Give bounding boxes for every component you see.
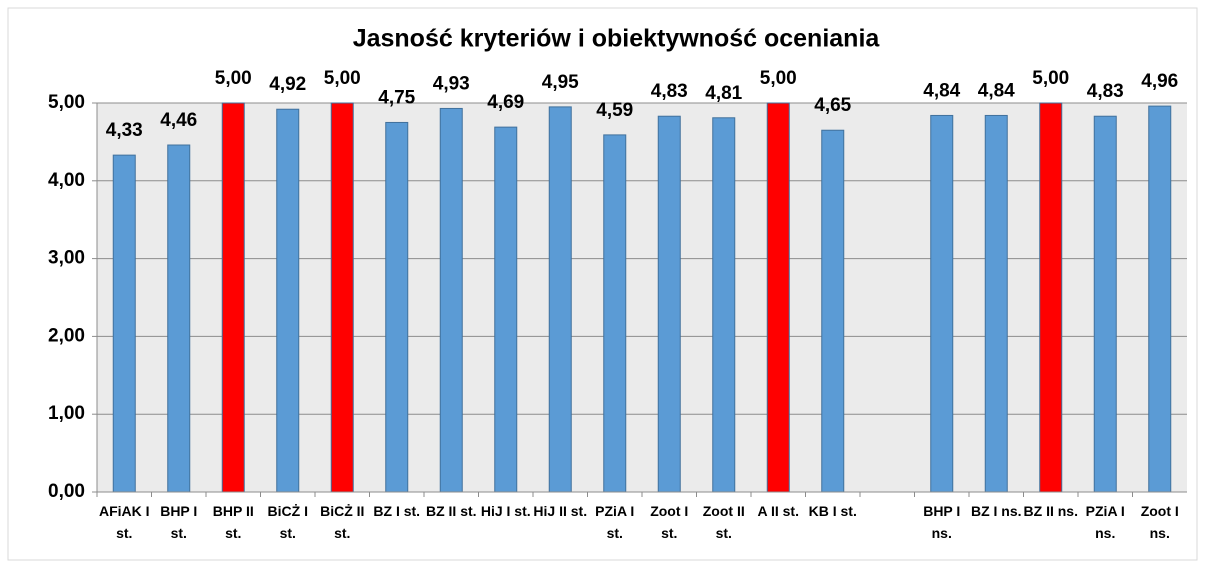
value-label: 4,81 [705,83,742,104]
y-tick-label: 2,00 [48,325,85,346]
value-label: 4,93 [433,73,470,94]
value-label: 5,00 [215,68,252,89]
x-tick-label: BHP I st. [160,503,198,541]
value-label: 4,65 [814,95,851,116]
bar [603,134,627,493]
value-label: 5,00 [760,68,797,89]
value-label: 5,00 [324,68,361,89]
x-tick-label: PZiA I ns. [1085,503,1125,541]
bar [330,102,354,493]
bar [712,117,736,493]
x-tick-label: HiJ I st. [480,503,531,519]
bar [1093,115,1117,493]
chart-title: Jasność kryteriów i obiektywność ocenian… [353,25,881,53]
value-label: 4,84 [978,80,1015,101]
bar [930,114,954,493]
value-label: 4,83 [651,81,688,102]
x-tick-label: BZ II ns. [1023,503,1078,519]
y-tick-label: 0,00 [48,481,85,502]
x-tick-label: BZ I ns. [970,503,1022,519]
x-tick-label: KB I st. [808,503,857,519]
x-tick-label: BZ I st. [373,503,421,519]
value-label: 4,92 [269,74,306,95]
bar [439,107,463,493]
x-tick-label: Zoot I ns. [1140,503,1179,541]
x-tick-label: PZiA I st. [595,503,635,541]
bar [112,154,136,493]
plot-area [97,103,1187,492]
value-label: 4,83 [1087,81,1124,102]
value-label: 4,69 [487,92,524,113]
y-tick-label: 4,00 [48,170,85,191]
value-label: 4,46 [160,110,197,131]
bar [984,114,1008,493]
bar [1148,105,1172,493]
x-tick-label: BHP II st. [212,503,254,541]
y-tick-label: 5,00 [48,92,85,113]
bar [276,108,300,493]
bar [167,144,191,493]
x-tick-label: AFiAK I st. [98,503,150,541]
bar [1039,102,1063,493]
bar [494,126,518,493]
x-tick-label: BiCŻ I st. [267,503,308,541]
value-label: 4,59 [596,100,633,121]
bar [221,102,245,493]
value-label: 4,33 [106,120,143,141]
bar [385,121,409,493]
y-tick-label: 3,00 [48,248,85,269]
x-tick-label: A II st. [757,503,800,519]
x-tick-label: BiCŻ II st. [320,503,365,541]
x-tick-label: Zoot II st. [702,503,745,541]
value-label: 4,75 [378,87,415,108]
x-tick-label: BZ II st. [425,503,477,519]
value-label: 4,95 [542,72,579,93]
value-label: 4,84 [923,80,960,101]
x-tick-label: BHP I ns. [923,503,961,541]
value-label: 4,96 [1141,71,1178,92]
y-tick-label: 1,00 [48,403,85,424]
x-tick-label: HiJ II st. [533,503,588,519]
x-tick-label: Zoot I st. [650,503,689,541]
bar [548,106,572,493]
value-label: 5,00 [1032,68,1069,89]
bar [766,102,790,493]
bar [657,115,681,493]
bar [821,129,845,493]
